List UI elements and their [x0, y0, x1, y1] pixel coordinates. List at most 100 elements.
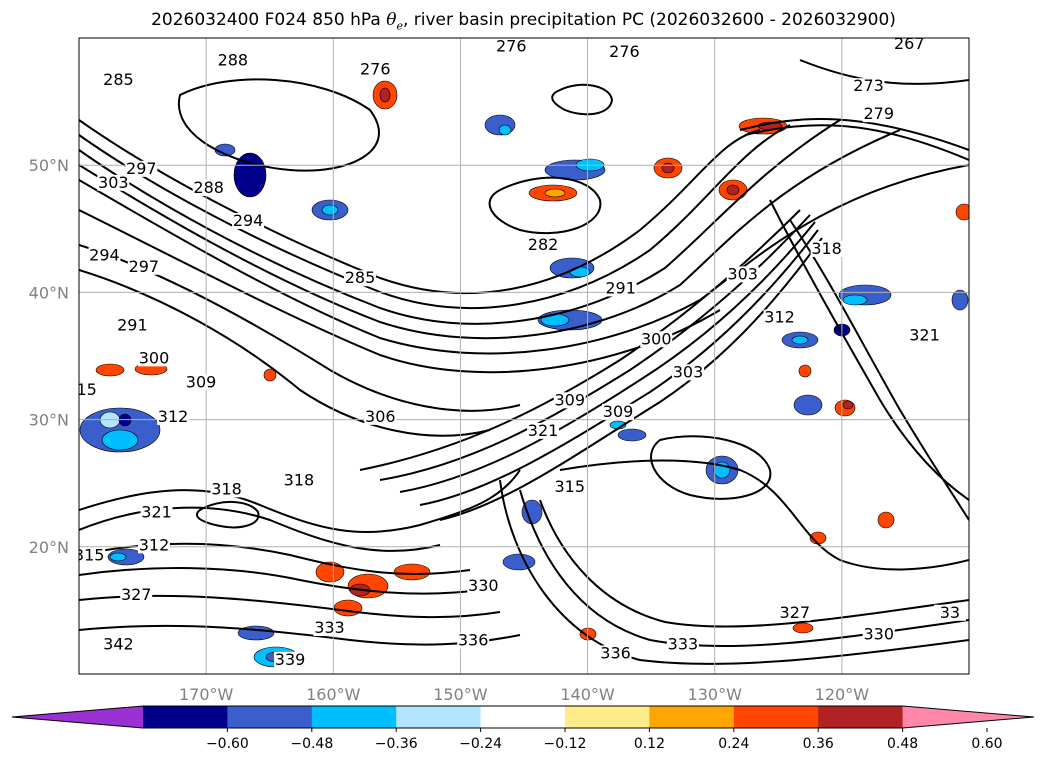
- contour-line: [79, 469, 521, 534]
- colorbar-tick-label: 0.12: [634, 736, 665, 752]
- contour-line: [519, 489, 969, 648]
- contour-label-bg: [140, 504, 173, 521]
- precip-shade: [315, 561, 345, 583]
- contour-label: 294: [89, 245, 120, 264]
- contour-label: 336: [458, 631, 489, 650]
- lat-tick-label: 40°N: [29, 283, 69, 302]
- contour-label-bg: [602, 403, 635, 420]
- contour-line: [79, 269, 491, 437]
- precip-shade: [951, 289, 969, 311]
- contour-label: 318: [811, 239, 842, 258]
- contour-label: 333: [314, 618, 345, 637]
- contour-label: 300: [641, 329, 672, 348]
- contour-label: 318: [211, 479, 242, 498]
- contour-line: [769, 199, 969, 501]
- precip-shade: [379, 87, 391, 103]
- contour-label: 276: [609, 42, 640, 61]
- contour-label: 315: [66, 380, 97, 399]
- colorbar-segment: [649, 706, 735, 728]
- colorbar-tick-label: 0.48: [887, 736, 918, 752]
- contour-label: 315: [74, 546, 105, 565]
- precip-shade: [955, 203, 969, 221]
- contour-line: [744, 124, 969, 161]
- plot-area: [79, 38, 969, 674]
- precip-shade: [498, 124, 512, 136]
- lat-tick-label: 20°N: [29, 538, 69, 557]
- contour-label: 321: [141, 502, 172, 521]
- contour-line: [359, 209, 801, 471]
- contour-label-bg: [672, 364, 705, 381]
- colorbar-segment: [480, 706, 566, 728]
- contour-label-bg: [933, 604, 966, 621]
- precip-shade: [726, 184, 740, 196]
- contour-label: 309: [554, 390, 585, 409]
- contour-line: [79, 209, 721, 374]
- contour-label-bg: [893, 38, 926, 53]
- colorbar: −0.60 −0.48 −0.36 −0.24 −0.12 0.12 0.24 0.36 0.4…: [11, 705, 1035, 752]
- contour-line: [79, 567, 481, 595]
- contour-label: 318: [284, 470, 315, 489]
- contour-line: [79, 119, 841, 325]
- contour-line: [79, 129, 901, 340]
- contour-label: 276: [360, 60, 391, 79]
- contour-label-bg: [343, 270, 376, 287]
- contour-line: [79, 594, 501, 619]
- colorbar-segment: [227, 706, 313, 728]
- contour-line: [79, 124, 791, 309]
- precip-shade: [502, 553, 536, 571]
- contour-label-bg: [127, 258, 160, 275]
- precip-shade: [661, 162, 675, 174]
- colorbar-segment: [818, 706, 904, 728]
- contour-label: 276: [496, 37, 527, 56]
- contour-label-bg: [640, 331, 673, 348]
- colorbar-outline: [11, 705, 1035, 729]
- precip-shade: [617, 428, 647, 442]
- precip-shade: [263, 368, 277, 382]
- contour-label-bg: [216, 52, 249, 69]
- contour-label: 321: [528, 421, 559, 440]
- contour-label: 303: [98, 173, 129, 192]
- precip-shade: [569, 266, 591, 278]
- contour-label-bg: [726, 266, 759, 283]
- precip-shade: [793, 394, 823, 416]
- contour-label-bg: [157, 408, 190, 425]
- contour-line: [559, 459, 969, 571]
- contour-line: [551, 83, 614, 116]
- contour-label-bg: [778, 604, 811, 621]
- contour-label: 294: [233, 211, 264, 230]
- contour-label-bg: [763, 309, 796, 326]
- contour-label-bg: [862, 626, 895, 643]
- contour-label-bg: [599, 645, 632, 662]
- contour-label-bg: [495, 38, 528, 55]
- contour-label: 291: [117, 315, 148, 334]
- colorbar-tick-label: −0.48: [290, 736, 333, 752]
- contour-label-bg: [604, 280, 637, 297]
- precip-shade: [95, 363, 125, 377]
- contour-label: 327: [121, 585, 152, 604]
- contour-label: 300: [139, 348, 170, 367]
- lon-tick-label: 150°W: [433, 685, 488, 704]
- contour-label: 312: [764, 308, 795, 327]
- contour-label-bg: [125, 160, 158, 177]
- contour-label: 333: [668, 635, 699, 654]
- lon-tick-label: 170°W: [179, 685, 234, 704]
- contour-label: 315: [554, 477, 585, 496]
- contour-label-bg: [862, 106, 895, 123]
- contour-label: 273: [853, 76, 884, 95]
- colorbar-tick-label: 0.24: [718, 736, 749, 752]
- precip-shade: [791, 335, 809, 345]
- contour-line: [399, 221, 816, 493]
- colorbar-extend-max: [902, 706, 1034, 728]
- contour-label: 267: [894, 34, 925, 53]
- contour-label-bg: [210, 481, 243, 498]
- colorbar-segment: [565, 706, 650, 728]
- contour-line: [650, 435, 772, 500]
- precip-shade: [109, 552, 127, 562]
- contour-label-bg: [313, 620, 346, 637]
- contour-label-bg: [359, 61, 392, 78]
- precip-shade: [877, 511, 895, 529]
- lat-tick-label: 50°N: [29, 156, 69, 175]
- contour-label: 309: [603, 402, 634, 421]
- contour-line: [79, 164, 969, 355]
- colorbar-segment: [143, 706, 228, 728]
